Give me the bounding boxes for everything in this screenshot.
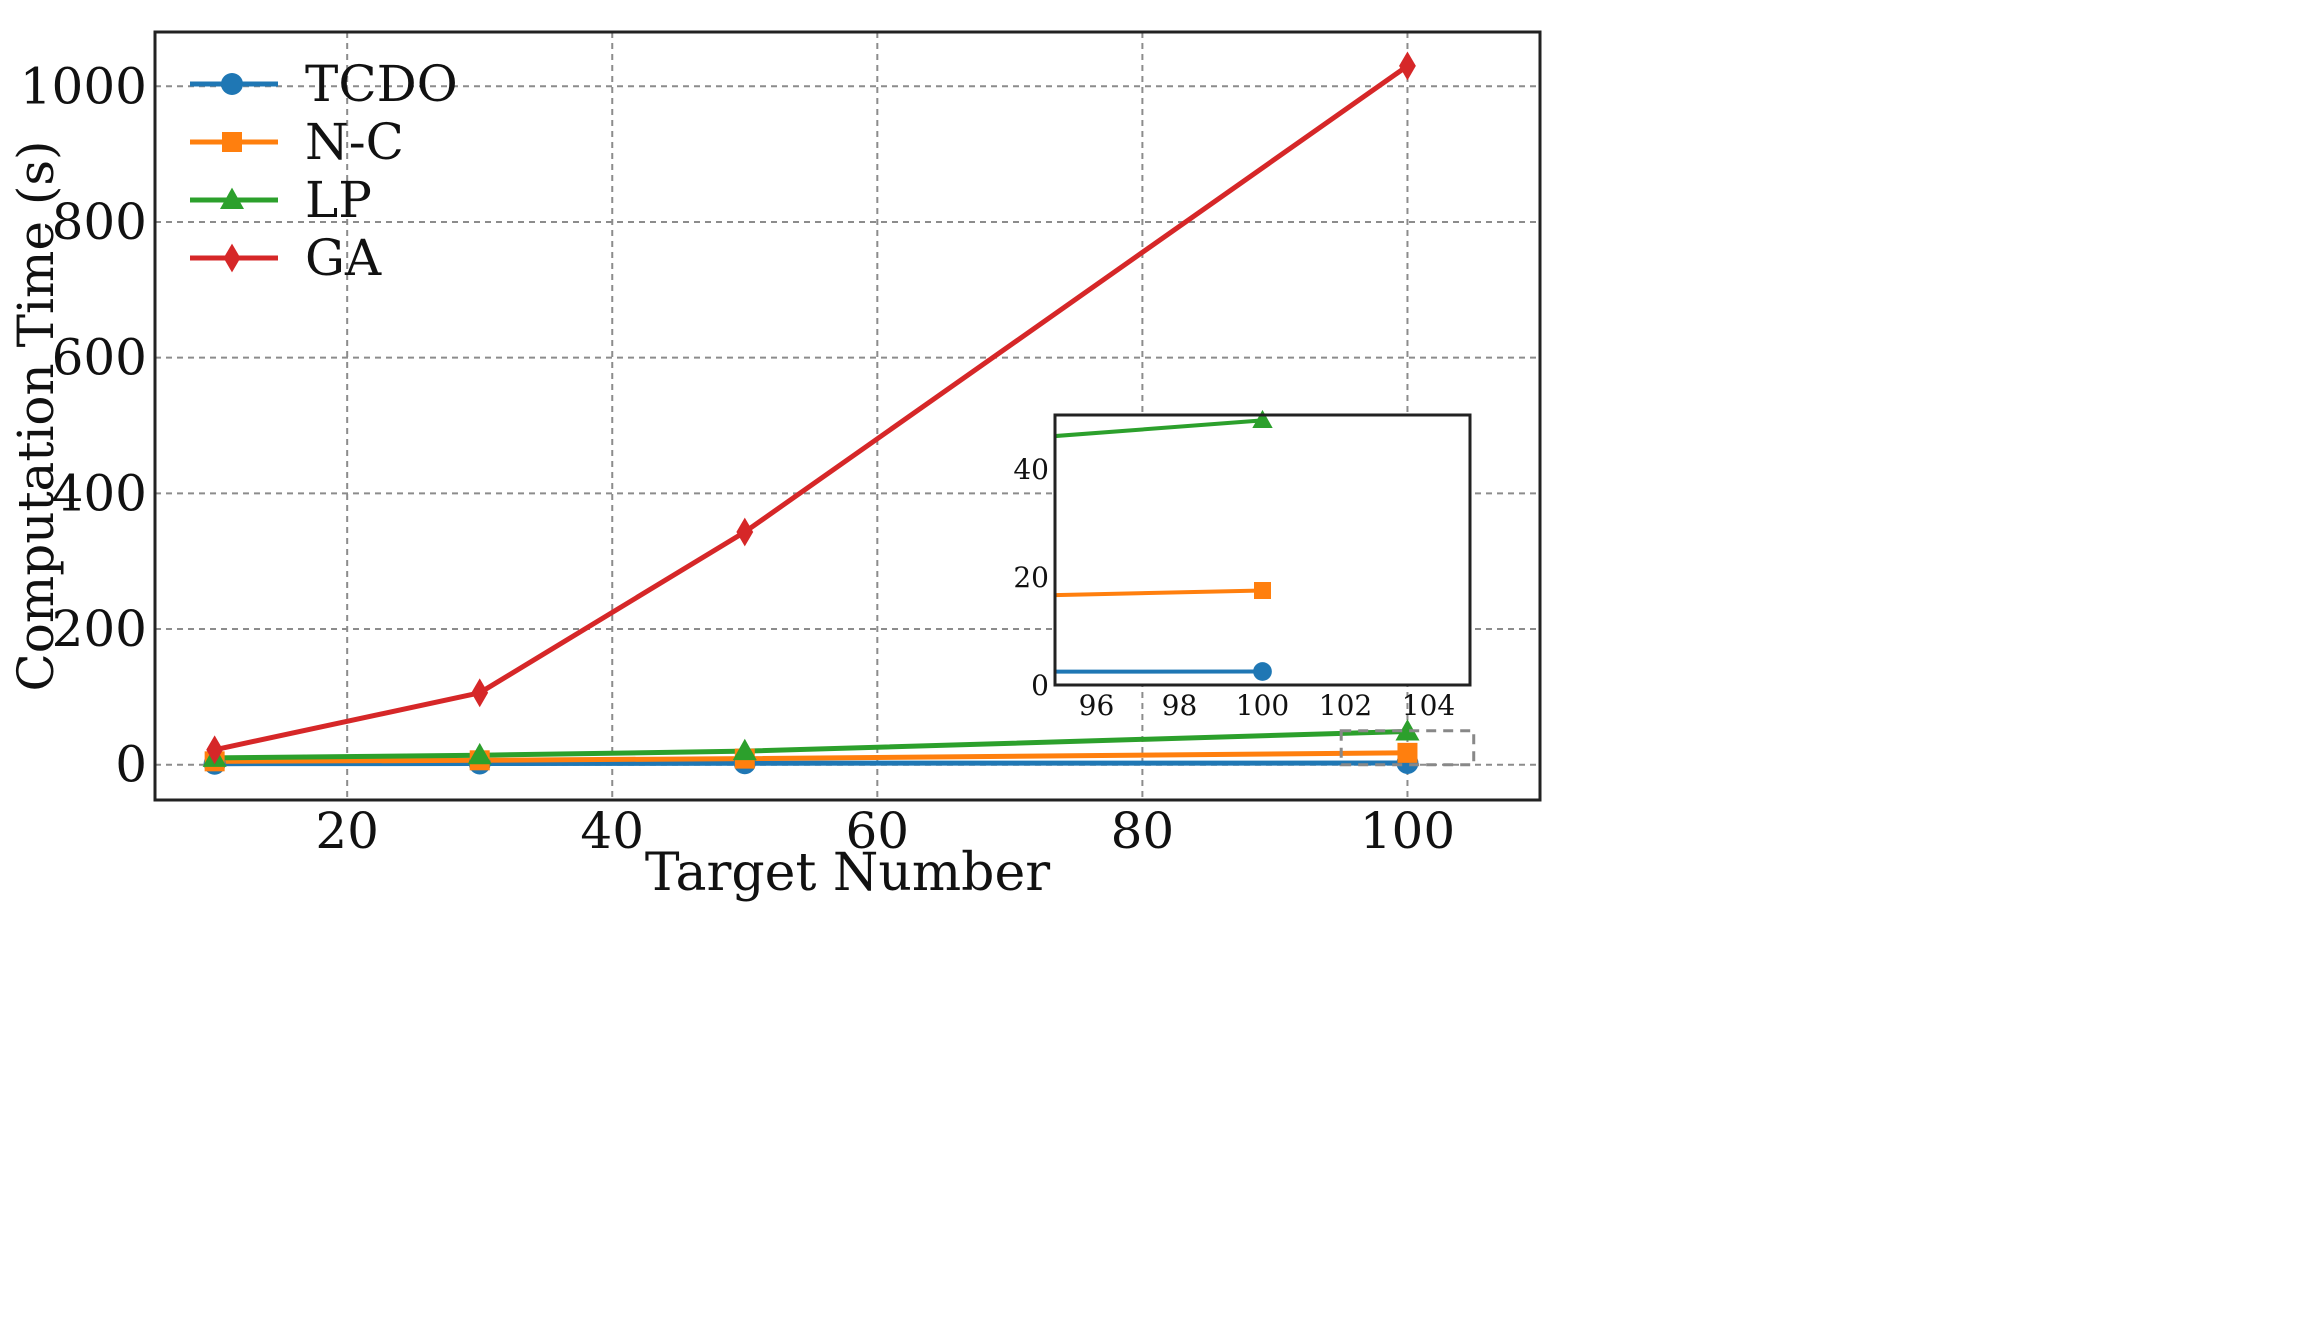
- data-point-ga: [736, 517, 754, 547]
- x-axis-title: Target Number: [645, 843, 1050, 903]
- inset-frame: [1053, 413, 1472, 687]
- main-series-markers: [202, 51, 1420, 775]
- series-line-n-c: [214, 750, 1408, 764]
- legend-label: N-C: [305, 113, 404, 171]
- legend-label: TCDO: [305, 55, 458, 113]
- inset-x-tick-label: 104: [1402, 689, 1455, 722]
- x-tick-label: 80: [1111, 802, 1175, 860]
- inset-series-markers: [1252, 409, 1273, 681]
- y-tick-label: 0: [115, 736, 147, 794]
- legend-item-tcdo: TCDO: [190, 55, 458, 113]
- y-tick-label: 1000: [20, 57, 147, 115]
- inset-y-tick-label: 20: [1013, 561, 1049, 594]
- main-series-lines: [214, 63, 1409, 767]
- inset-x-tick-label: 102: [1319, 689, 1372, 722]
- zoom-indicator-box: [1339, 729, 1476, 767]
- main-plot-frame: [153, 30, 1542, 802]
- series-line-tcdo: [214, 760, 1408, 767]
- inset-y-tick-label: 0: [1031, 669, 1049, 702]
- series-line-lp: [214, 728, 1408, 761]
- inset-background: [1055, 415, 1470, 685]
- legend-marker-lp: [220, 187, 244, 209]
- inset-data-point-tcdo: [1253, 662, 1272, 681]
- y-tick-label: 400: [52, 464, 147, 522]
- x-tick-label: 100: [1360, 802, 1455, 860]
- data-point-ga: [1399, 51, 1416, 81]
- data-point-n-c: [1397, 742, 1418, 763]
- data-point-lp: [732, 738, 757, 761]
- legend-marker-tcdo: [221, 73, 243, 95]
- y-tick-label: 800: [52, 193, 147, 251]
- x-tick-label: 60: [846, 802, 910, 860]
- inset-axis-ticks: 96 98 100 102 104 0 20 40: [1013, 453, 1455, 722]
- y-axis-title: Computation Time (s): [7, 140, 65, 691]
- data-point-lp: [1395, 719, 1420, 741]
- series-line-ga: [214, 63, 1409, 753]
- legend-item-ga: GA: [190, 229, 382, 287]
- inset-data-point-lp: [1252, 409, 1273, 429]
- x-tick-label: 40: [580, 802, 644, 860]
- legend-item-n-c: N-C: [190, 113, 404, 171]
- inset-y-tick-label: 40: [1013, 453, 1049, 486]
- data-point-ga: [206, 735, 224, 765]
- legend-label: GA: [305, 229, 382, 287]
- data-point-ga: [471, 678, 489, 708]
- y-tick-label: 200: [52, 600, 147, 658]
- inset-x-tick-label: 100: [1236, 689, 1289, 722]
- inset-x-tick-label: 96: [1079, 689, 1115, 722]
- x-tick-label: 20: [315, 802, 379, 860]
- legend-label: LP: [305, 171, 372, 229]
- legend-item-lp: LP: [190, 171, 372, 229]
- data-point-lp: [467, 742, 492, 765]
- inset-zoom-plot: 96 98 100 102 104 0 20 40: [1013, 409, 1472, 722]
- inset-x-tick-label: 98: [1162, 689, 1198, 722]
- legend-marker-n-c: [222, 132, 242, 152]
- inset-data-point-n-c: [1254, 582, 1271, 599]
- y-tick-label: 600: [52, 329, 147, 387]
- legend-marker-ga: [223, 243, 241, 273]
